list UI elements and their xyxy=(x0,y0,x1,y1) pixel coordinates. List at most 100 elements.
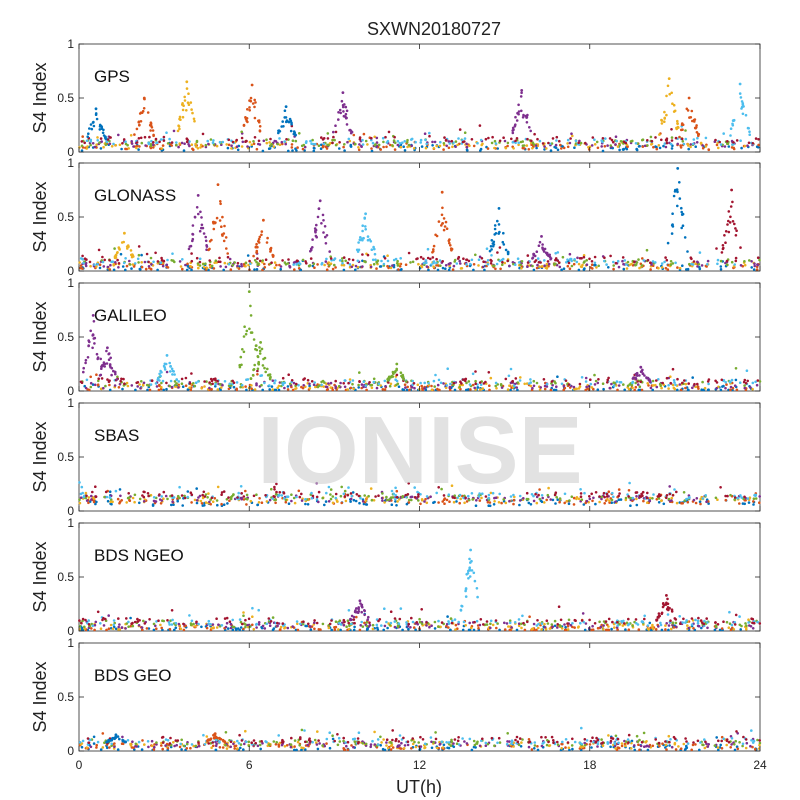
data-point xyxy=(180,382,184,386)
data-point xyxy=(112,142,115,146)
data-point xyxy=(181,385,185,389)
data-point xyxy=(407,627,410,631)
spike-point xyxy=(114,256,117,260)
data-point xyxy=(312,149,316,153)
data-point xyxy=(149,267,153,271)
spike-point xyxy=(442,228,446,232)
spike-point xyxy=(670,91,673,95)
data-point xyxy=(354,268,357,272)
data-point xyxy=(553,619,557,623)
data-point xyxy=(554,388,558,392)
data-point xyxy=(507,625,510,628)
data-point xyxy=(292,261,296,264)
data-point xyxy=(372,499,376,502)
data-point xyxy=(447,493,451,497)
data-point xyxy=(538,265,541,268)
data-point xyxy=(706,259,710,263)
data-point xyxy=(121,265,125,268)
spike-point xyxy=(517,103,520,107)
spike-point xyxy=(460,605,464,608)
data-point xyxy=(453,388,457,392)
y-tick-label: 0.5 xyxy=(57,570,74,584)
data-point xyxy=(372,380,376,384)
spike-point xyxy=(289,129,293,133)
data-point xyxy=(152,141,155,144)
data-point xyxy=(241,140,245,144)
data-point xyxy=(410,495,414,499)
data-point xyxy=(312,146,316,150)
data-point xyxy=(92,742,96,745)
data-point xyxy=(308,386,312,390)
data-point xyxy=(256,503,259,507)
spike-point xyxy=(501,240,505,244)
data-point xyxy=(406,145,409,149)
data-point xyxy=(397,268,400,271)
data-point xyxy=(547,486,550,490)
spike-point xyxy=(176,129,180,133)
spike-point xyxy=(131,253,134,256)
spike-peak-point xyxy=(196,194,200,197)
data-point xyxy=(720,378,724,382)
data-point xyxy=(482,623,485,626)
data-point xyxy=(379,148,383,151)
data-point xyxy=(695,497,699,500)
data-point xyxy=(328,141,332,145)
spike-point xyxy=(152,134,155,138)
data-point xyxy=(560,382,564,386)
spike-point xyxy=(202,232,206,235)
data-point xyxy=(343,385,347,389)
data-point xyxy=(110,502,113,506)
data-point xyxy=(657,495,661,498)
data-point xyxy=(215,626,219,629)
spike-point xyxy=(256,355,260,358)
spike-point xyxy=(357,241,360,244)
spike-point xyxy=(443,225,447,228)
data-point xyxy=(751,617,755,621)
data-point xyxy=(346,261,350,265)
data-point xyxy=(676,266,679,269)
data-point xyxy=(219,260,222,264)
panel-label: BDS NGEO xyxy=(94,546,184,565)
data-point xyxy=(627,622,631,626)
data-point xyxy=(342,256,346,259)
data-point xyxy=(133,500,136,504)
spike-point xyxy=(685,107,689,111)
data-point xyxy=(593,255,597,259)
data-point xyxy=(395,504,398,507)
data-point xyxy=(695,141,699,144)
data-point xyxy=(485,247,489,250)
spike-point xyxy=(215,216,219,220)
data-point xyxy=(600,495,603,499)
data-point xyxy=(412,382,416,385)
data-point xyxy=(360,383,364,386)
data-point xyxy=(131,624,135,628)
data-point xyxy=(491,623,495,627)
data-point xyxy=(622,148,625,151)
spike-peak-point xyxy=(142,96,146,100)
data-point xyxy=(118,488,122,491)
data-point xyxy=(224,265,228,269)
data-point xyxy=(554,491,558,495)
spike-point xyxy=(87,132,90,135)
spike-point xyxy=(191,233,195,236)
data-point xyxy=(334,143,338,147)
data-point xyxy=(674,748,678,751)
data-point xyxy=(214,259,218,263)
data-point xyxy=(547,141,550,145)
data-point xyxy=(633,260,636,264)
data-point xyxy=(567,502,571,506)
data-point xyxy=(246,378,250,381)
data-point xyxy=(441,260,445,263)
data-point xyxy=(731,143,734,146)
data-point xyxy=(435,257,438,261)
data-point xyxy=(276,386,280,390)
data-point xyxy=(246,254,250,257)
data-point xyxy=(383,388,387,391)
spike-point xyxy=(115,251,119,255)
data-point xyxy=(642,499,645,503)
data-point xyxy=(636,380,639,383)
spike-point xyxy=(740,105,744,109)
data-point xyxy=(290,499,293,503)
data-point xyxy=(386,254,389,257)
data-point xyxy=(217,623,220,626)
